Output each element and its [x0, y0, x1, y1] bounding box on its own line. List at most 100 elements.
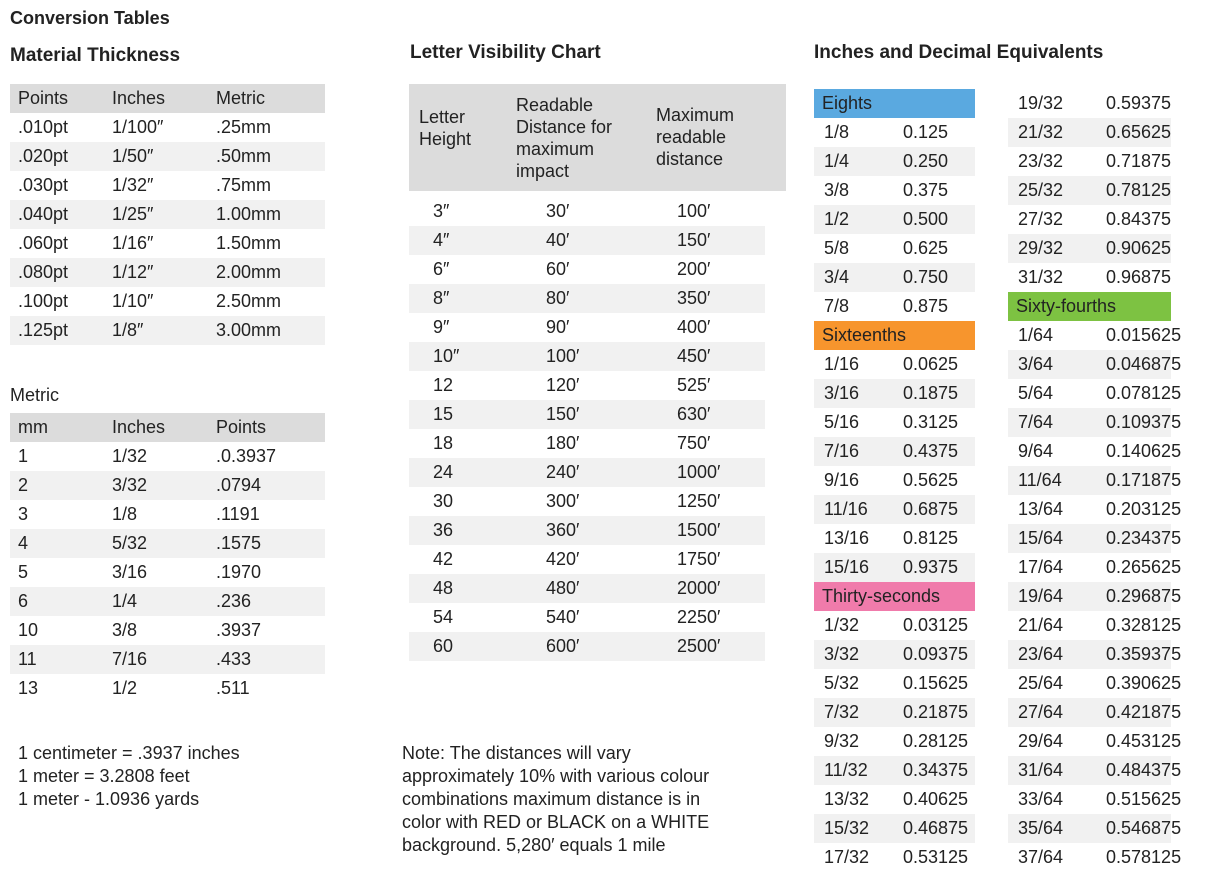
table-cell: 7/16	[104, 645, 208, 674]
decimal-row: 25/64 0.390625	[1008, 669, 1181, 698]
table-cell: 1/32	[112, 446, 148, 466]
table-cell: 3/8	[112, 620, 138, 640]
table-cell: 1750′	[677, 549, 721, 569]
decimal-row: 13/64 0.203125	[1008, 495, 1181, 524]
decimal-cell: 0.046875	[1106, 354, 1182, 374]
table-cell: 2	[10, 471, 104, 500]
table-cell: 30′	[546, 201, 570, 221]
column-header: Points	[10, 84, 104, 113]
visibility-row: 24 240′ 1000′	[409, 458, 765, 487]
fraction-cell: 25/64	[1018, 673, 1064, 693]
table-cell: 2250′	[677, 607, 721, 627]
table-cell: 1500′	[657, 516, 765, 545]
decimal-row: 13/32 0.40625	[814, 785, 975, 814]
table-cell: 420′	[546, 549, 580, 569]
table-cell: 12	[433, 375, 454, 395]
decimal-row: 15/64 0.234375	[1008, 524, 1181, 553]
decimal-cell: 0.015625	[1106, 325, 1182, 345]
thickness-row-header: Points Inches Metric	[10, 84, 325, 113]
decimal-cell: 0.65625	[1106, 122, 1172, 142]
visibility-row: 36 360′ 1500′	[409, 516, 765, 545]
table-cell: 360′	[524, 516, 657, 545]
fraction-cell: 17/64	[1018, 557, 1064, 577]
decimal-row: 17/64 0.265625	[1008, 553, 1181, 582]
metric-row: 13 1/2 .511	[10, 674, 325, 703]
metric-row-header: mm Inches Points	[10, 413, 325, 442]
table-cell: 1/100″	[112, 117, 164, 137]
decimal-cell: 0.750	[903, 267, 949, 287]
table-cell: 1.50mm	[216, 233, 282, 253]
table-cell: 525′	[677, 375, 711, 395]
decimal-row: 29/32 0.90625	[1008, 234, 1171, 263]
fraction-cell: 21/32	[1018, 122, 1064, 142]
fraction-cell: 1/64	[1018, 325, 1054, 345]
fraction-cell: 3/64	[1018, 354, 1054, 374]
table-cell: 450′	[657, 342, 765, 371]
fraction-cell: 7/8	[824, 296, 850, 316]
decimal-row: 7/32 0.21875	[814, 698, 975, 727]
decimal-cell: 0.078125	[1106, 383, 1182, 403]
table-cell: 10	[18, 620, 39, 640]
table-cell: 90′	[546, 317, 570, 337]
thickness-row: .080pt 1/12″ 2.00mm	[10, 258, 325, 287]
decimal-cell: 0.90625	[1106, 238, 1172, 258]
table-cell: 200′	[677, 259, 711, 279]
table-cell: 4	[10, 529, 104, 558]
page-title: Conversion Tables	[10, 8, 170, 28]
decimal-row: 15/16 0.9375	[814, 553, 975, 582]
decimal-cell: 0.359375	[1106, 644, 1182, 664]
table-cell: 2500′	[657, 632, 765, 661]
table-cell: 1/50″	[104, 142, 208, 171]
table-cell: 24	[409, 458, 524, 487]
column-header: mm	[10, 413, 104, 442]
fraction-cell: 1/16	[824, 354, 860, 374]
metric-note-line: 1 meter - 1.0936 yards	[18, 789, 200, 809]
table-cell: 540′	[546, 607, 580, 627]
note-line: Note: The distances will vary	[402, 743, 631, 763]
decimal-row: 7/16 0.4375	[814, 437, 975, 466]
decimal-row: 37/64 0.578125	[1008, 843, 1181, 872]
fraction-cell: 25/32	[1018, 180, 1064, 200]
decimal-cell: 0.328125	[1106, 615, 1182, 635]
decimal-cell: 0.375	[903, 180, 949, 200]
decimal-cell: 0.125	[903, 122, 949, 142]
table-cell: 48	[409, 574, 524, 603]
table-cell: 630′	[657, 400, 765, 429]
decimal-cell: 0.53125	[903, 847, 969, 867]
decimal-cell: 0.484375	[1106, 760, 1182, 780]
thickness-row: .030pt 1/32″ .75mm	[10, 171, 325, 200]
table-cell: 600′	[524, 632, 657, 661]
table-cell: 1250′	[677, 491, 721, 511]
table-cell: 3/16	[112, 562, 148, 582]
fraction-cell: 1/2	[824, 209, 850, 229]
fraction-cell: 11/32	[824, 760, 868, 780]
visibility-row: 48 480′ 2000′	[409, 574, 765, 603]
decimal-cell: 0.28125	[903, 731, 969, 751]
table-cell: 40′	[524, 226, 657, 255]
decimal-cell: 0.09375	[903, 644, 969, 664]
table-cell: 1/8″	[104, 316, 208, 345]
decimal-row: 5/8 0.625	[814, 234, 975, 263]
decimal-row: 33/64 0.515625	[1008, 785, 1181, 814]
decimal-cell: 0.71875	[1106, 151, 1172, 171]
fraction-cell: 3/8	[824, 180, 850, 200]
table-cell: 150′	[657, 226, 765, 255]
table-cell: 60	[409, 632, 524, 661]
table-cell: 80′	[524, 284, 657, 313]
fraction-cell: 7/16	[824, 441, 860, 461]
fraction-cell: 31/32	[1018, 267, 1064, 287]
decimal-cell: 0.21875	[903, 702, 969, 722]
header-maximum-distance: Maximum readable distance	[656, 105, 735, 169]
fraction-cell: 29/64	[1018, 731, 1064, 751]
table-cell: 350′	[657, 284, 765, 313]
metric-row: 1 1/32 .0.3937	[10, 442, 325, 471]
table-cell: 120′	[546, 375, 580, 395]
decimal-row: 3/8 0.375	[814, 176, 975, 205]
fraction-cell: 5/32	[824, 673, 860, 693]
decimal-row: 31/64 0.484375	[1008, 756, 1181, 785]
table-cell: 2.00mm	[208, 258, 325, 287]
fraction-cell: 3/4	[824, 267, 850, 287]
table-cell: 2000′	[657, 574, 765, 603]
decimal-cell: 0.421875	[1106, 702, 1182, 722]
table-cell: 1/25″	[104, 200, 208, 229]
